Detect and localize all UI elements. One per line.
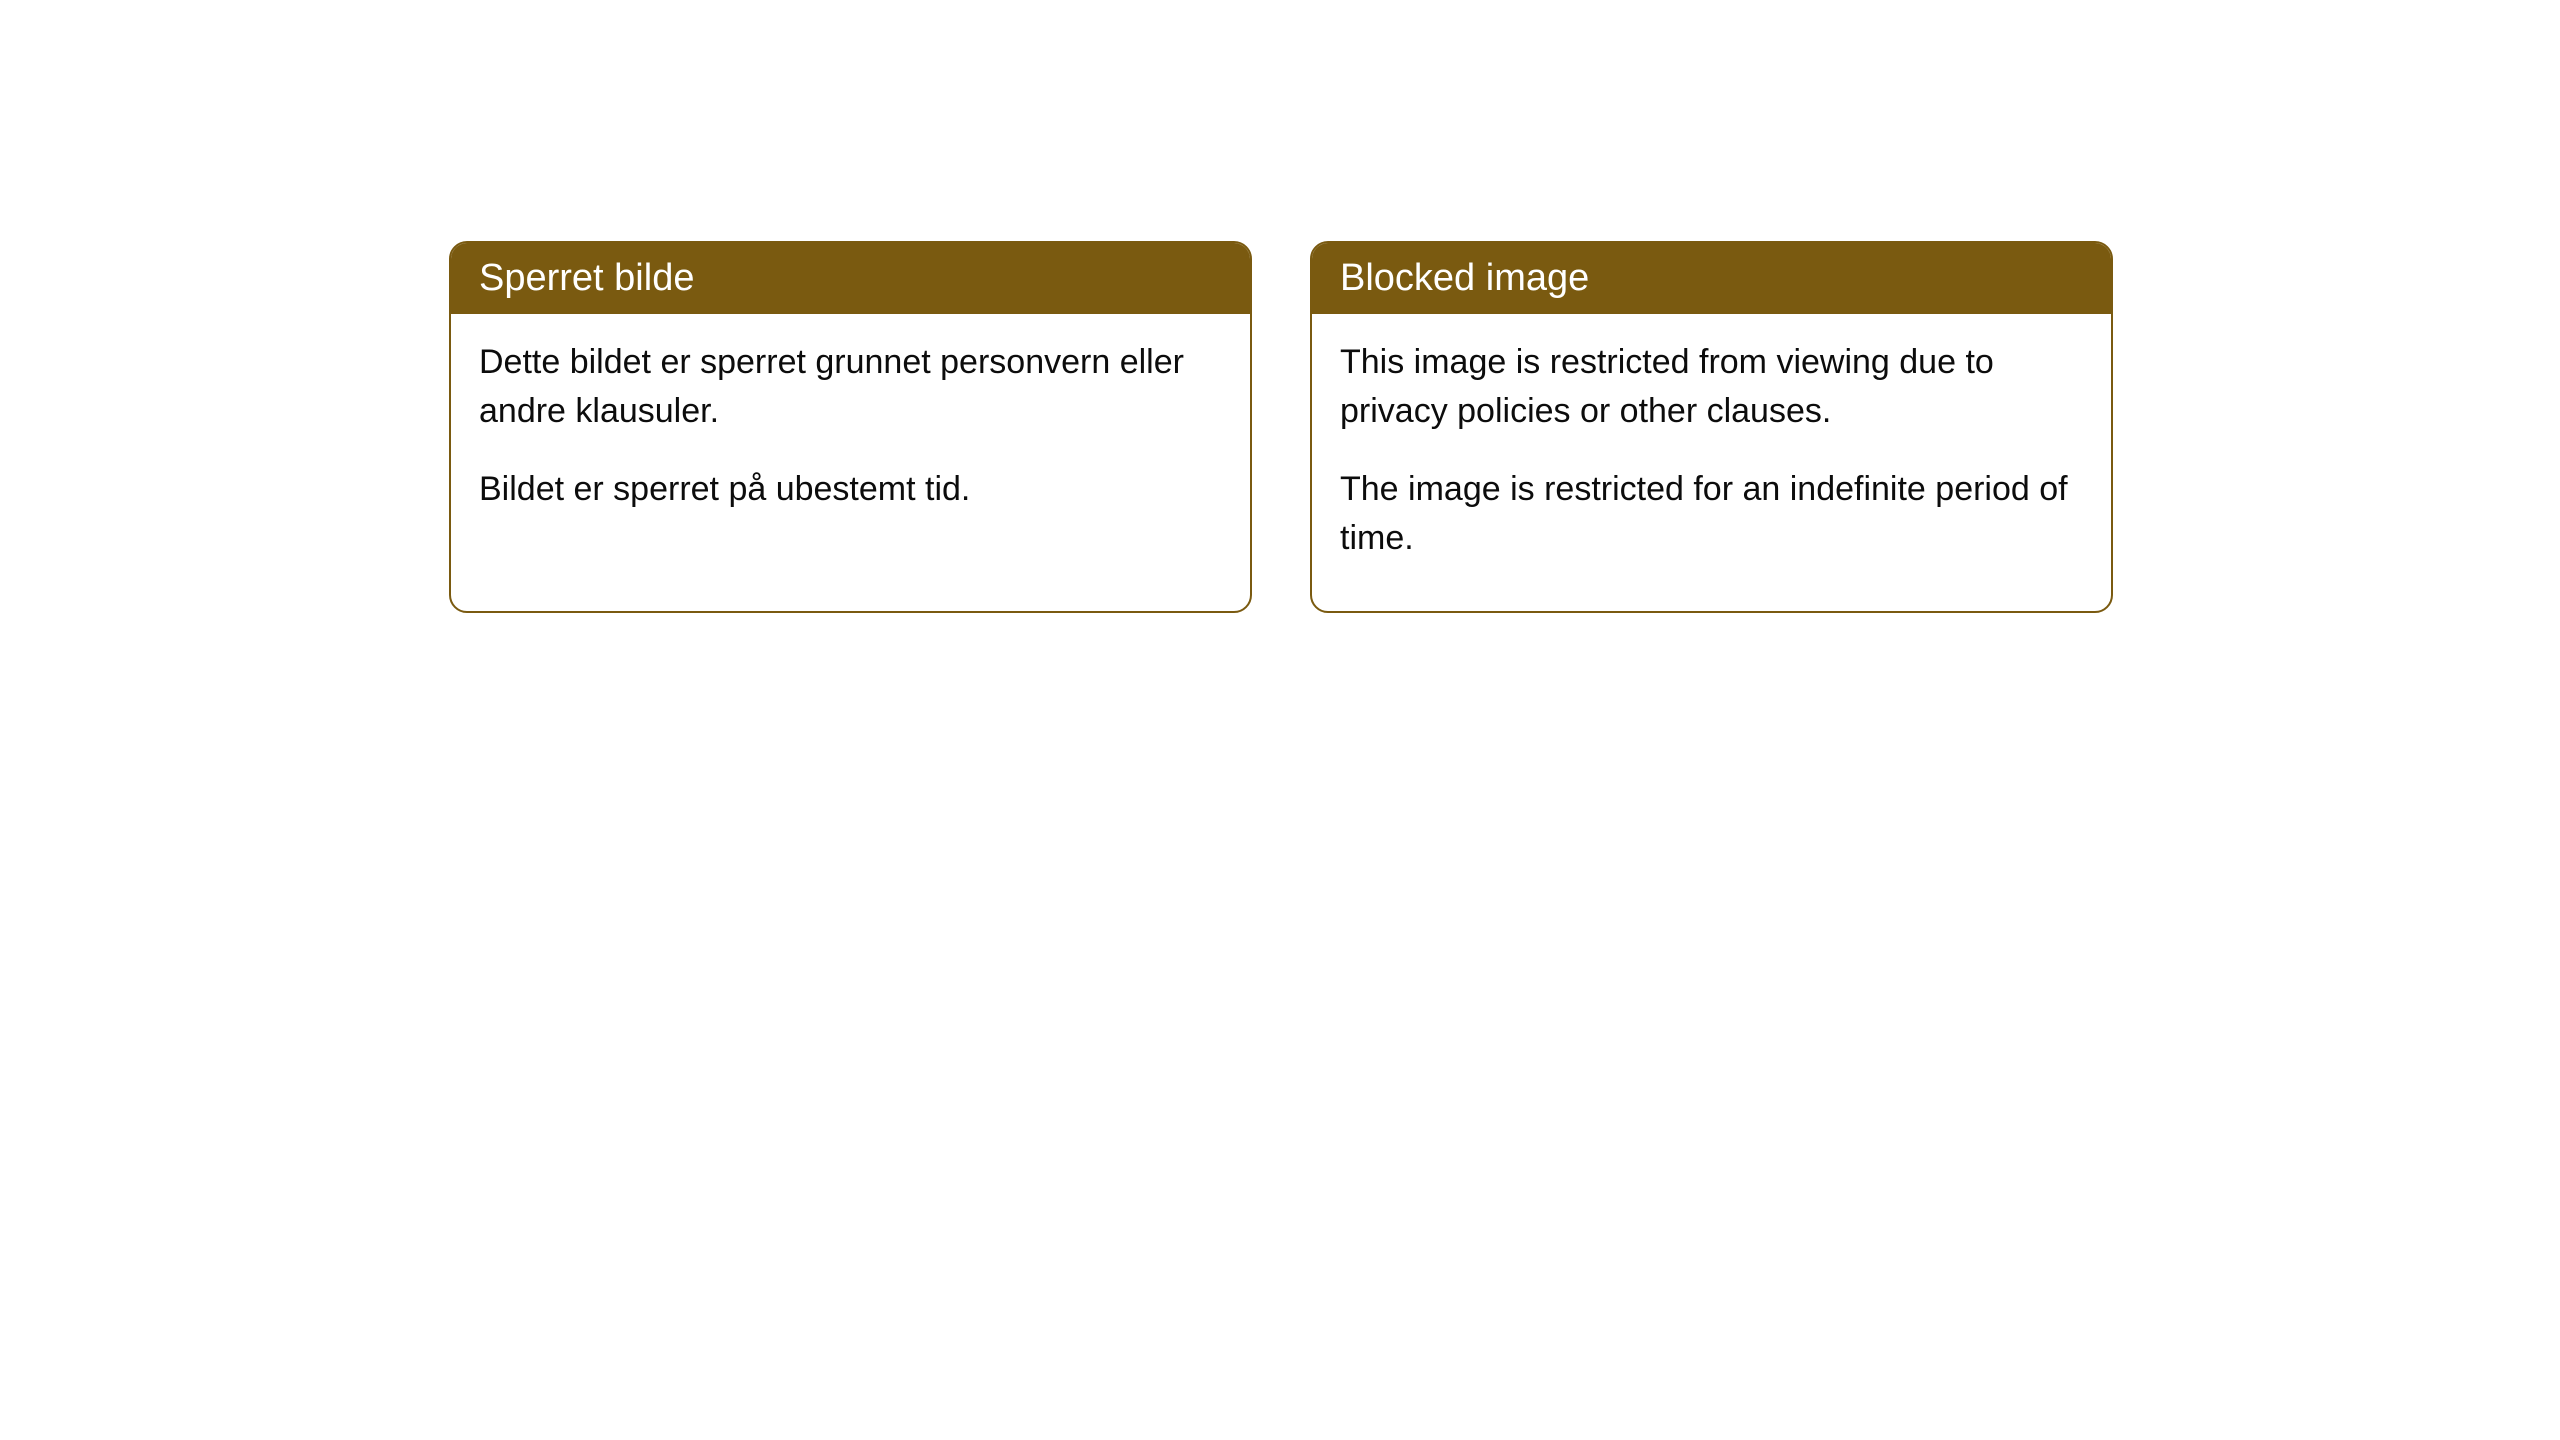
- card-paragraph: The image is restricted for an indefinit…: [1340, 465, 2083, 564]
- card-header: Sperret bilde: [451, 243, 1250, 314]
- card-header: Blocked image: [1312, 243, 2111, 314]
- card-paragraph: Bildet er sperret på ubestemt tid.: [479, 465, 1222, 514]
- card-body: Dette bildet er sperret grunnet personve…: [451, 314, 1250, 562]
- card-paragraph: This image is restricted from viewing du…: [1340, 338, 2083, 437]
- notice-card-norwegian: Sperret bilde Dette bildet er sperret gr…: [449, 241, 1252, 613]
- card-body: This image is restricted from viewing du…: [1312, 314, 2111, 611]
- notice-card-english: Blocked image This image is restricted f…: [1310, 241, 2113, 613]
- card-title: Sperret bilde: [479, 257, 694, 299]
- card-title: Blocked image: [1340, 257, 1589, 299]
- notice-cards-container: Sperret bilde Dette bildet er sperret gr…: [449, 241, 2113, 613]
- card-paragraph: Dette bildet er sperret grunnet personve…: [479, 338, 1222, 437]
